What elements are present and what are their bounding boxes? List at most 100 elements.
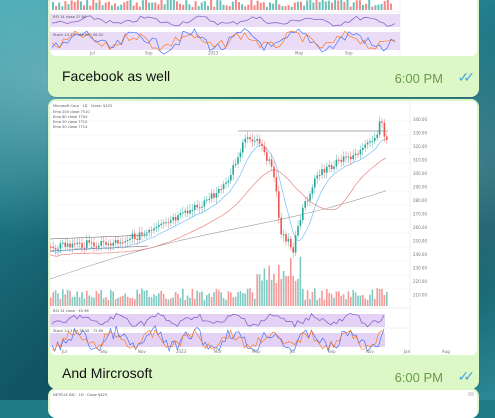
legend-entry: Ema 80 close 7704 <box>53 115 88 119</box>
volume-bar <box>158 293 160 306</box>
volume-bar <box>114 3 116 10</box>
volume-bar <box>378 288 381 306</box>
candle <box>172 217 174 221</box>
volume-bar <box>225 5 228 10</box>
candle <box>155 226 158 229</box>
volume-bar <box>371 6 374 10</box>
candle <box>201 206 203 208</box>
message-bubble-facebook[interactable]: RSI 14 close 57.80 Stoch 14 3 3 · 64.90 … <box>48 0 479 97</box>
candle <box>88 240 90 243</box>
volume-bar <box>352 289 354 306</box>
volume-bar <box>141 0 144 11</box>
volume-bar <box>135 2 138 10</box>
volume-bar <box>143 290 146 306</box>
candle <box>321 169 323 176</box>
volume-bar <box>138 6 141 10</box>
time-tick: Jul <box>289 349 295 354</box>
volume-bar <box>227 291 230 306</box>
volume-bar <box>126 0 129 10</box>
volume-bar <box>138 293 141 306</box>
volume-bar <box>98 293 100 306</box>
candle <box>381 121 383 123</box>
candle <box>69 243 71 248</box>
candle <box>194 204 196 210</box>
volume-bar <box>100 290 102 306</box>
volume-bar <box>219 0 222 10</box>
time-tick: Nov <box>366 349 374 354</box>
volume-bar <box>230 292 232 306</box>
volume-bar <box>162 293 165 306</box>
candle <box>134 233 136 239</box>
volume-bar <box>249 288 251 306</box>
candle <box>357 153 359 155</box>
microsoft-chart: Microsoft Corp · 1D · Close: $325 Ema 20… <box>50 101 477 355</box>
candle <box>311 187 314 194</box>
candle <box>150 229 153 231</box>
candle <box>189 210 191 214</box>
volume-bar <box>182 4 185 10</box>
volume-bar <box>134 299 136 306</box>
chart-image-facebook[interactable]: RSI 14 close 57.80 Stoch 14 3 3 · 64.90 … <box>50 0 477 56</box>
volume-bar <box>326 289 328 306</box>
candle <box>225 182 227 185</box>
volume-bar <box>309 299 311 306</box>
candle <box>350 156 352 160</box>
volume-bar <box>200 2 203 10</box>
volume-bar <box>241 4 244 10</box>
netflix-chart: NETFLIX INC · 1D · Close $425 <box>50 390 477 418</box>
volume-bar <box>157 4 160 10</box>
candle <box>352 155 354 160</box>
chart-image-netflix[interactable]: NETFLIX INC · 1D · Close $425 <box>50 390 477 418</box>
candle <box>57 248 59 250</box>
double-check-icon: ✓✓ <box>457 368 476 384</box>
volume-bar <box>86 0 89 10</box>
price-tick: 280.00 <box>413 198 427 203</box>
candle <box>323 169 326 173</box>
candle <box>318 175 321 177</box>
candle <box>242 142 244 153</box>
candle <box>100 241 102 246</box>
volume-bar <box>349 6 352 10</box>
time-tick: Aug <box>442 349 450 354</box>
volume-bar <box>131 297 134 306</box>
volume-bar <box>89 5 92 10</box>
candle <box>347 156 350 158</box>
message-bubble-microsoft[interactable]: Microsoft Corp · 1D · Close: $325 Ema 20… <box>48 99 479 389</box>
volume-bar <box>184 299 186 306</box>
volume-bar <box>105 297 107 306</box>
candle <box>107 243 110 245</box>
candle <box>328 165 330 167</box>
volume-bar <box>262 2 265 10</box>
candle <box>263 146 266 153</box>
candle <box>268 159 270 161</box>
volume-bar <box>256 0 259 10</box>
volume-bar <box>203 1 206 10</box>
candle <box>386 136 388 140</box>
candle <box>369 141 371 143</box>
double-check-icon: ✓✓ <box>457 69 476 85</box>
candle <box>306 200 309 202</box>
candle <box>266 152 268 161</box>
time-tick: May <box>252 349 261 354</box>
candle <box>64 242 66 247</box>
chart-image-microsoft[interactable]: Microsoft Corp · 1D · Close: $325 Ema 20… <box>50 101 477 355</box>
svg-text:Sep: Sep <box>345 51 353 56</box>
candle <box>273 166 275 178</box>
volume-bar <box>104 2 107 10</box>
candle <box>50 246 52 248</box>
volume-bar <box>117 6 120 10</box>
facebook-chart: RSI 14 close 57.80 Stoch 14 3 3 · 64.90 … <box>50 0 477 56</box>
candle <box>186 210 189 214</box>
price-tick: 340.00 <box>413 117 427 122</box>
volume-bar <box>237 292 239 306</box>
volume-bar <box>101 5 104 10</box>
message-bubble-netflix[interactable]: NETFLIX INC · 1D · Close $425 <box>48 388 479 418</box>
candle <box>136 238 138 240</box>
volume-bar <box>160 0 163 10</box>
volume-bar <box>93 297 95 306</box>
volume-bar <box>88 295 90 306</box>
volume-bar <box>347 291 350 306</box>
volume-bar <box>315 0 318 10</box>
candle <box>198 207 201 209</box>
volume-bar <box>383 1 386 11</box>
